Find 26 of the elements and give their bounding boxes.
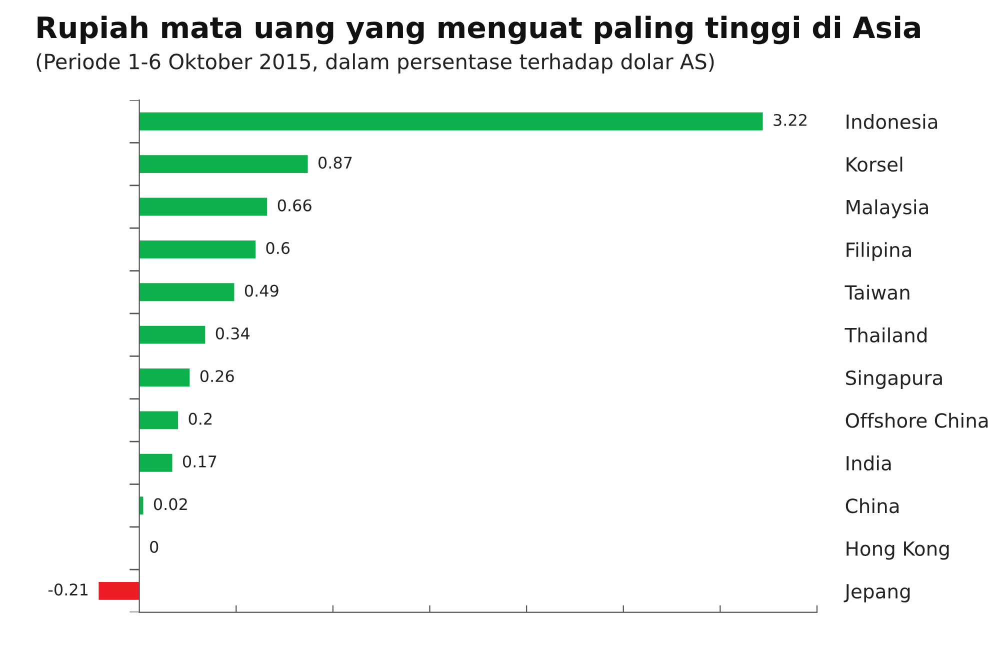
data-label: 0.66 [278,199,312,212]
data-label: 0.02 [154,498,187,510]
y-tick-label: Hong Kong [846,541,949,560]
data-label: 0.34 [216,327,250,340]
data-label: 0 [150,540,158,553]
data-label: 3.22 [774,114,806,126]
chart-subtitle: (Periode 1-6 Oktober 2015, dalam persentase terhadap dolar AS) [36,53,714,74]
y-tick-label: Jepang [844,584,910,602]
data-label: 0.26 [200,370,234,382]
y-tick-label: Indonesia [846,114,938,130]
y-tick-label: Malaysia [846,199,928,218]
data-label: -0.21 [48,584,88,596]
y-tick-label: Thailand [844,327,927,342]
data-label: 0.2 [188,412,212,425]
y-tick-label: Korsel [846,156,902,172]
y-tick-label: Taiwan [844,284,910,300]
y-tick-label: Offshore China [846,412,988,428]
chart-title: Rupiah mata uang yang menguat paling tinggi di Asia [38,16,920,44]
data-label: 0.87 [318,156,352,169]
data-label: 0.6 [266,242,290,254]
y-tick-label: India [846,456,891,471]
y-tick-label: China [846,498,899,514]
y-tick-label: Singapura [846,370,942,389]
y-tick-label: Filipina [846,242,911,261]
data-label: 0.49 [244,284,278,297]
data-label: 0.17 [182,455,216,468]
